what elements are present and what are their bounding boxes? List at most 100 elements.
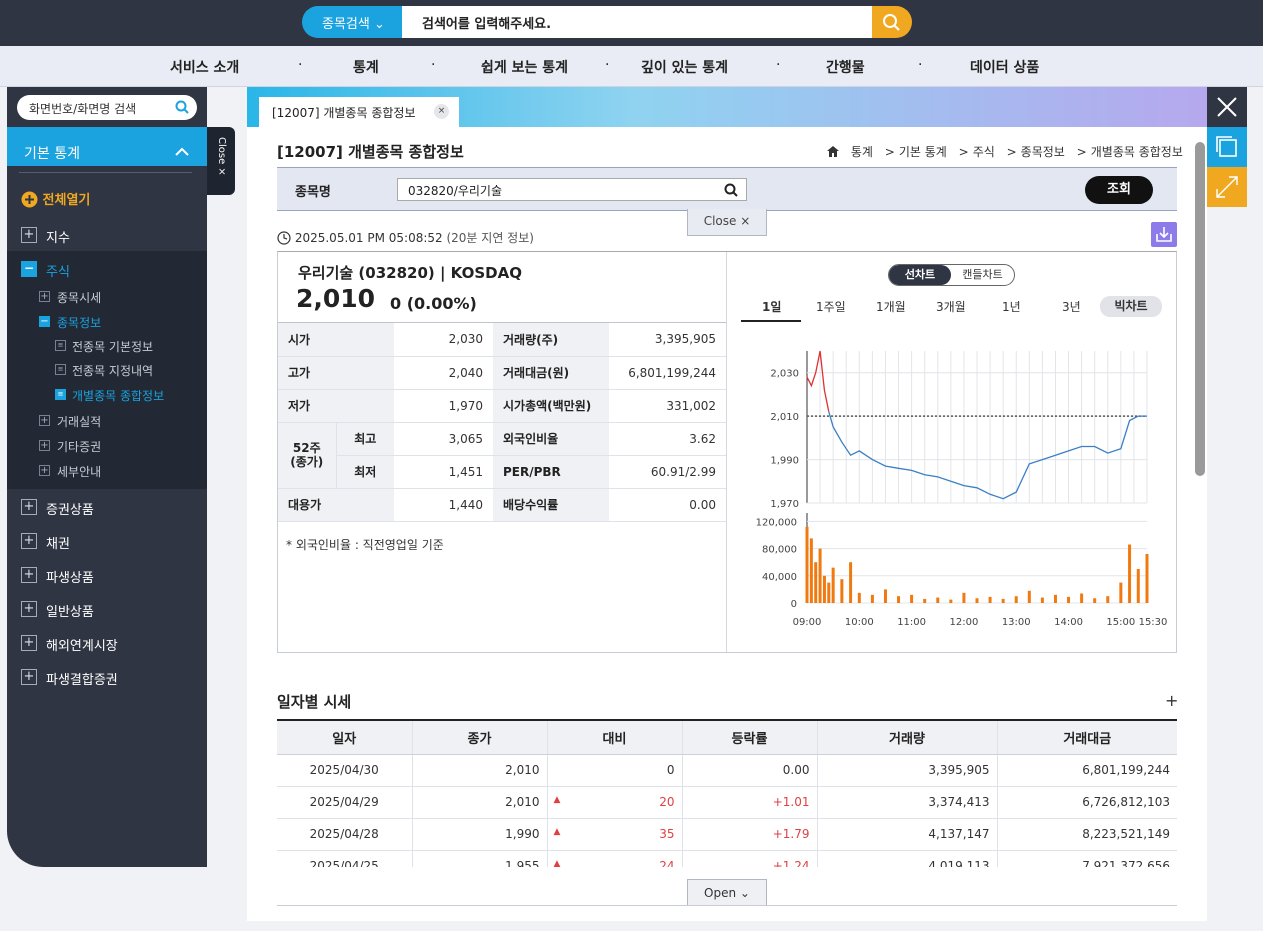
sidebar-sub-stock-info[interactable]: 종목정보 [57,316,102,330]
global-search-input[interactable]: 검색어를 입력해주세요. [402,6,872,38]
table-label: 고가 [278,356,394,390]
period-tab-1y[interactable]: 1년 [1002,300,1021,314]
week52-label: 52주 (종가) [278,422,337,489]
table-label: 저가 [278,389,394,423]
nav-item-easy-stats[interactable]: 쉽게 보는 통계 [481,60,569,76]
search-icon[interactable] [724,183,738,197]
nav-item-stats[interactable]: 통계 [353,60,379,76]
sidebar-sub-guide[interactable]: 세부안내 [57,465,102,479]
period-tab-1m[interactable]: 1개월 [876,300,906,314]
volume-bar [883,589,887,603]
period-tab-3m[interactable]: 3개월 [936,300,966,314]
sidebar-sub-other[interactable]: 기타증권 [57,440,102,454]
collapse-icon[interactable]: − [21,261,37,277]
table-value: 1,970 [394,389,493,423]
collapse-icon[interactable]: − [39,316,50,327]
big-chart-button[interactable]: 빅차트 [1100,296,1162,317]
volume-bar [857,592,861,603]
period-tab-3y[interactable]: 3년 [1062,300,1081,314]
breadcrumb-item[interactable]: 주식 [972,145,995,159]
sidebar-item-derivatives[interactable]: 파생상품 [46,571,94,586]
search-category-button[interactable]: 종목검색 ⌄ [302,6,402,38]
scrollbar[interactable] [1195,142,1205,476]
close-button[interactable] [1207,87,1247,127]
candle-chart-button[interactable]: 캔들차트 [962,268,1003,281]
close-icon[interactable]: × [434,104,449,119]
sidebar-sub-all-designation[interactable]: 전종목 지정내역 [72,364,154,378]
breadcrumb-item[interactable]: 기본 통계 [898,145,947,159]
table-label: 최저 [336,455,394,489]
sidebar-sub-individual-info[interactable]: 개별종목 종합정보 [72,389,165,403]
sidebar-search-area [7,127,207,166]
volume-bar [1027,590,1031,603]
expand-icon[interactable]: + [39,291,50,302]
line-chart-button[interactable]: 선차트 [889,265,951,285]
sidebar-item-bonds[interactable]: 채권 [46,537,70,552]
period-tab-1d[interactable]: 1일 [762,300,782,314]
sidebar-sub-all-basic[interactable]: 전종목 기본정보 [72,340,154,354]
sidebar-sub-quotes[interactable]: 종목시세 [57,291,102,305]
volume-bar [975,598,979,603]
volume-bar [827,582,831,603]
sidebar-open-all[interactable]: 전체열기 [21,189,90,208]
nav-item-data-products[interactable]: 데이터 상품 [970,60,1040,76]
home-icon[interactable] [827,146,839,157]
intraday-chart[interactable]: 2,030 2,010 1,990 1,970 120,000 80,000 40,000 0… [727,326,1175,652]
tab-individual-info[interactable]: [12007] 개별종목 종합정보 × [259,97,459,127]
table-header-row: 일자 종가 대비 등락률 거래량 거래대금 [277,721,1177,755]
sidebar-section-title[interactable]: 기본 통계 [24,146,80,162]
search-icon[interactable] [175,100,189,114]
expand-icon[interactable]: + [21,669,37,685]
sidebar-item-overseas[interactable]: 해외연계시장 [46,639,118,654]
cell-rate: +1.24 [682,850,818,867]
volume-bar [1128,544,1132,603]
x-tick-label: 09:00 [793,617,822,628]
stock-name-input[interactable]: 032820/우리기술 [397,178,747,201]
expand-icon[interactable]: + [21,227,37,243]
cell-diff-value: 24 [659,859,675,867]
expand-icon[interactable]: + [21,635,37,651]
expand-button[interactable] [1207,167,1247,207]
volume-bar [949,599,953,603]
nav-item-publications[interactable]: 간행물 [826,60,865,76]
cell-diff: 0 [547,754,683,787]
expand-icon[interactable]: + [39,465,50,476]
sidebar-sub-trading[interactable]: 거래실적 [57,415,102,429]
sidebar-item-dls[interactable]: 파생결합증권 [46,673,118,688]
sidebar-item-stock[interactable]: 주식 [46,265,70,280]
nav-item-deep-stats[interactable]: 깊이 있는 통계 [641,60,729,76]
open-toggle[interactable]: Open ⌄ [687,879,767,906]
y-tick-label: 2,010 [770,412,799,423]
volume-bar [1014,596,1018,603]
active-tab-indicator [741,320,801,322]
expand-icon[interactable]: + [39,415,50,426]
expand-icon[interactable]: + [39,440,50,451]
sidebar-item-index[interactable]: 지수 [46,231,70,246]
sidebar-close-tab[interactable]: Close × [207,127,235,195]
close-form-toggle[interactable]: Close × [687,209,767,236]
expand-icon[interactable]: + [21,601,37,617]
sidebar-item-securities-products[interactable]: 증권상품 [46,503,94,518]
breadcrumb-item[interactable]: 개별종목 종합정보 [1090,145,1183,159]
table-label: 거래량(주) [493,323,609,357]
week52-title: 52주 [292,441,321,455]
cell-date: 2025/04/25 [277,850,413,867]
period-tab-1w[interactable]: 1주일 [816,300,846,314]
search-button[interactable] [872,6,912,38]
expand-icon[interactable]: + [1165,691,1179,710]
download-button[interactable] [1151,222,1177,247]
expand-icon[interactable]: + [21,499,37,515]
breadcrumb-item[interactable]: 통계 [850,145,873,159]
expand-icon[interactable]: + [21,533,37,549]
cell-amount: 7,921,372,656 [997,850,1177,867]
sidebar-search-input[interactable]: 화면번호/화면명 검색 [17,95,197,120]
sidebar-item-commodities[interactable]: 일반상품 [46,605,94,620]
new-window-button[interactable] [1207,127,1247,167]
breadcrumb-item[interactable]: 종목정보 [1020,145,1065,159]
expand-icon[interactable]: + [21,567,37,583]
quote-table: 시가 2,030 거래량(주) 3,395,905 고가 2,040 거래대금(… [278,323,726,522]
chevron-up-icon[interactable] [175,147,189,157]
nav-item-service[interactable]: 서비스 소개 [170,60,240,76]
submit-button[interactable]: 조회 [1085,176,1153,204]
sidebar-close-label: Close × [216,137,227,176]
